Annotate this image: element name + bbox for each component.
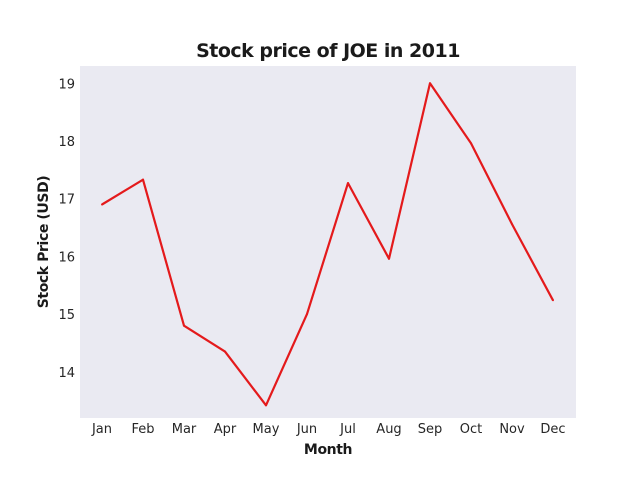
data-point — [388, 257, 390, 260]
x-tick-label: Feb — [131, 422, 154, 437]
data-point — [101, 203, 103, 206]
x-tick-label: Sep — [418, 422, 443, 437]
y-tick-label: 19 — [58, 77, 75, 92]
data-point — [429, 82, 431, 85]
series-line — [101, 82, 554, 407]
data-point — [142, 178, 144, 181]
chart-title: Stock price of JOE in 2011 — [196, 40, 460, 62]
y-axis-ticks: 14 15 16 17 18 19 — [58, 77, 75, 381]
data-point — [511, 223, 513, 226]
y-axis-label: Stock Price (USD) — [36, 176, 52, 309]
x-tick-label: Mar — [172, 422, 197, 437]
y-tick-label: 14 — [58, 366, 75, 381]
x-axis-ticks: Jan Feb Mar Apr May Jun Jul Aug Sep Oct Nov Dec — [91, 422, 566, 437]
x-tick-label: May — [253, 422, 280, 437]
x-tick-label: Jun — [296, 422, 317, 437]
x-tick-label: Apr — [214, 422, 237, 437]
y-tick-label: 16 — [58, 250, 75, 265]
x-tick-label: Jan — [91, 422, 112, 437]
series-lines — [101, 82, 554, 407]
x-tick-label: Dec — [540, 422, 565, 437]
x-axis-label: Month — [304, 442, 352, 458]
x-tick-label: Jul — [339, 422, 356, 437]
plot-area-background — [80, 66, 576, 418]
data-point — [306, 313, 308, 316]
data-point — [224, 350, 226, 353]
y-tick-label: 17 — [58, 193, 75, 208]
data-point — [470, 142, 472, 145]
x-tick-label: Aug — [376, 422, 401, 437]
y-tick-label: 15 — [58, 308, 75, 323]
x-tick-label: Nov — [499, 422, 525, 437]
x-tick-label: Oct — [460, 422, 482, 437]
y-tick-label: 18 — [58, 135, 75, 150]
data-point — [347, 182, 349, 185]
data-point — [183, 324, 185, 327]
data-point — [552, 299, 554, 302]
data-point — [265, 404, 267, 407]
